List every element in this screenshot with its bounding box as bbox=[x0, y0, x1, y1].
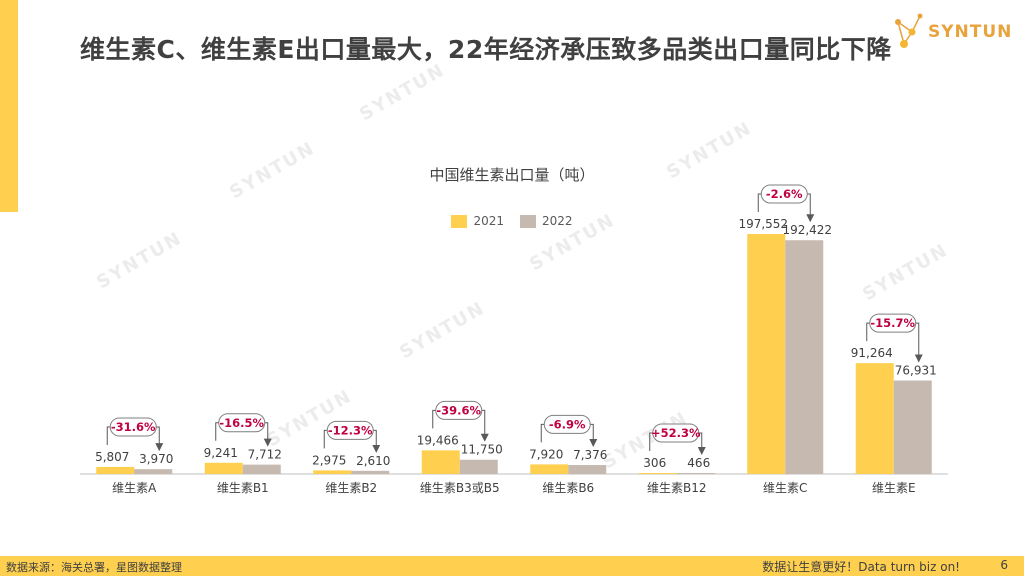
data-label: 11,750 bbox=[461, 443, 503, 457]
left-accent-bar bbox=[0, 0, 18, 212]
data-label: 7,712 bbox=[248, 448, 282, 462]
bar-2021 bbox=[421, 450, 460, 474]
change-label: -31.6% bbox=[111, 420, 156, 434]
data-label: 192,422 bbox=[782, 223, 832, 237]
chart-legend: 2021 2022 bbox=[0, 214, 1024, 228]
data-label: 7,376 bbox=[573, 448, 607, 462]
change-badge bbox=[760, 184, 808, 204]
change-badge bbox=[435, 400, 483, 420]
legend-swatch-2022 bbox=[520, 214, 536, 228]
bar-2022 bbox=[242, 464, 281, 474]
data-label: 3,970 bbox=[139, 452, 173, 466]
bar-2021 bbox=[313, 470, 352, 474]
bar-2022 bbox=[134, 469, 173, 474]
footer-slogan: 数据让生意更好！Data turn biz on! bbox=[762, 560, 960, 574]
change-badge bbox=[109, 417, 157, 437]
bar-2022 bbox=[459, 459, 498, 474]
data-label: 197,552 bbox=[738, 217, 788, 231]
x-tick-label: 维生素C bbox=[763, 481, 807, 495]
syntun-logo: SYNTUN bbox=[890, 8, 1013, 54]
data-label: 91,264 bbox=[851, 346, 893, 360]
bar-2022 bbox=[676, 473, 715, 474]
legend-item-2021: 2021 bbox=[451, 214, 504, 228]
footer-source: 数据来源：海关总署，星图数据整理 bbox=[6, 561, 182, 574]
page-title: 维生素C、维生素E出口量最大，22年经济承压致多品类出口量同比下降 bbox=[80, 35, 892, 64]
legend-label-2022: 2022 bbox=[542, 214, 573, 228]
change-badge bbox=[218, 413, 266, 433]
x-tick-label: 维生素B3或B5 bbox=[420, 481, 500, 495]
chart-title: 中国维生素出口量（吨） bbox=[429, 166, 595, 184]
change-badge bbox=[869, 313, 917, 333]
change-label: -12.3% bbox=[328, 423, 373, 437]
x-tick-label: 维生素B12 bbox=[647, 481, 707, 495]
bar-2021 bbox=[530, 464, 569, 474]
data-label: 2,610 bbox=[356, 454, 390, 468]
change-label: -6.9% bbox=[549, 417, 586, 431]
data-label: 466 bbox=[687, 456, 710, 470]
logo-text: SYNTUN bbox=[928, 22, 1013, 42]
bar-2021 bbox=[638, 473, 677, 474]
change-label: -2.6% bbox=[766, 187, 803, 201]
x-tick-label: 维生素B2 bbox=[325, 481, 377, 495]
change-label: +52.3% bbox=[651, 426, 701, 440]
bar-2021 bbox=[855, 363, 894, 474]
x-tick-label: 维生素E bbox=[872, 481, 916, 495]
footer-bar: 数据来源：海关总署，星图数据整理 数据让生意更好！Data turn biz o… bbox=[0, 556, 1024, 576]
bar-2021 bbox=[204, 462, 243, 474]
data-label: 19,466 bbox=[417, 433, 459, 447]
x-tick-label: 维生素B6 bbox=[542, 481, 594, 495]
bar-2022 bbox=[568, 465, 607, 474]
data-label: 5,807 bbox=[95, 450, 129, 464]
page-number: 6 bbox=[1000, 558, 1008, 572]
change-label: -15.7% bbox=[870, 316, 915, 330]
data-label: 76,931 bbox=[895, 364, 937, 378]
change-label: -16.5% bbox=[219, 416, 264, 430]
change-label: -39.6% bbox=[436, 403, 481, 417]
data-label: 9,241 bbox=[204, 446, 238, 460]
bar-2022 bbox=[785, 240, 824, 474]
x-tick-label: 维生素B1 bbox=[217, 481, 269, 495]
bar-2022 bbox=[893, 380, 932, 474]
data-label: 2,975 bbox=[312, 453, 346, 467]
change-badge bbox=[652, 423, 700, 443]
bar-2021 bbox=[747, 234, 786, 474]
data-label: 7,920 bbox=[529, 447, 563, 461]
legend-swatch-2021 bbox=[451, 214, 468, 228]
data-label: 306 bbox=[643, 456, 666, 470]
legend-item-2022: 2022 bbox=[520, 214, 573, 228]
change-badge bbox=[326, 420, 374, 440]
legend-label-2021: 2021 bbox=[473, 214, 504, 228]
bar-2022 bbox=[351, 470, 390, 474]
logo-network-icon bbox=[895, 13, 923, 48]
bar-2021 bbox=[96, 466, 135, 474]
change-badge bbox=[543, 414, 591, 434]
x-tick-label: 维生素A bbox=[112, 481, 157, 495]
